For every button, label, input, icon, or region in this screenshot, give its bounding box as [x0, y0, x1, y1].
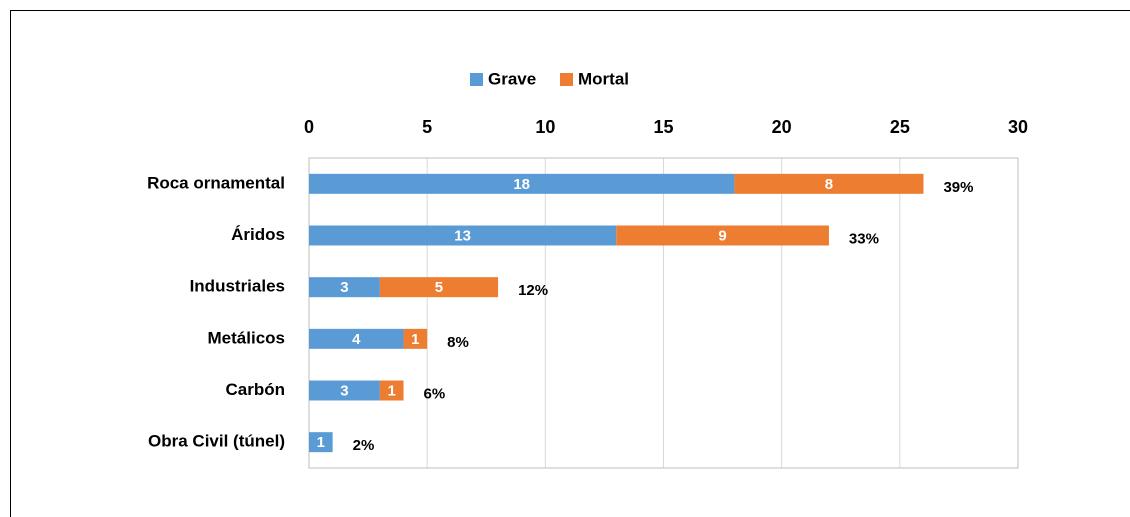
data-label: 1	[317, 434, 325, 451]
data-label: 13	[454, 227, 471, 244]
y-tick-label: Metálicos	[208, 328, 285, 347]
bar-segment	[379, 380, 404, 401]
y-tick-label: Áridos	[231, 225, 285, 244]
data-label: 18	[513, 176, 530, 193]
x-tick-label: 0	[304, 117, 314, 137]
x-tick-label: 10	[535, 117, 555, 137]
bar-segment	[309, 173, 735, 194]
bar-segment	[309, 380, 380, 401]
bar-segment	[734, 173, 924, 194]
legend-swatch	[470, 73, 483, 86]
x-tick-label: 20	[772, 117, 792, 137]
data-label: 5	[435, 279, 443, 296]
bar-segment	[616, 225, 829, 246]
data-label: 3	[340, 382, 348, 399]
frame	[10, 10, 1130, 517]
bar-segment	[403, 328, 428, 349]
legend-swatch	[560, 73, 573, 86]
bar-segment	[309, 225, 617, 246]
data-label: 1	[411, 331, 419, 348]
share-label: 39%	[943, 179, 973, 196]
bar-segment	[309, 277, 380, 298]
share-label: 2%	[353, 437, 375, 454]
share-label: 12%	[518, 282, 548, 299]
legend-label: Grave	[488, 69, 536, 88]
data-label: 3	[340, 279, 348, 296]
x-tick-label: 25	[890, 117, 910, 137]
x-tick-label: 5	[422, 117, 432, 137]
bar-segment	[379, 277, 499, 298]
share-label: 6%	[424, 385, 446, 402]
share-label: 8%	[447, 334, 469, 351]
data-label: 9	[718, 227, 726, 244]
y-tick-label: Roca ornamental	[147, 173, 285, 192]
data-label: 8	[825, 176, 833, 193]
bar-segment	[309, 432, 333, 453]
bar-segment	[309, 328, 404, 349]
x-tick-label: 15	[653, 117, 673, 137]
plot-border	[308, 157, 1019, 469]
share-label: 33%	[849, 230, 879, 247]
data-label: 4	[352, 331, 361, 348]
data-label: 1	[388, 382, 396, 399]
y-tick-label: Obra Civil (túnel)	[148, 432, 285, 451]
y-tick-label: Industriales	[190, 277, 285, 296]
y-tick-label: Carbón	[226, 380, 286, 399]
legend-label: Mortal	[578, 69, 629, 88]
x-tick-label: 30	[1008, 117, 1028, 137]
